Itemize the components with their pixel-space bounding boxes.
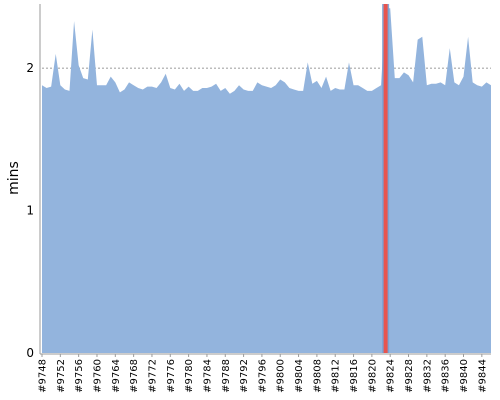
x-tick-label: #9816 xyxy=(349,359,360,393)
x-tick-label: #9796 xyxy=(257,359,268,393)
area-series xyxy=(42,8,491,354)
y-tick-label: 1 xyxy=(26,204,34,218)
x-tick-label: #9756 xyxy=(74,359,85,393)
build-marker-group xyxy=(382,4,390,353)
x-tick-label: #9768 xyxy=(129,359,140,393)
x-tick-label: #9776 xyxy=(166,359,177,393)
x-tick-label: #9772 xyxy=(147,359,158,393)
x-tick-label: #9844 xyxy=(477,359,488,393)
x-tick-label: #9808 xyxy=(312,359,323,393)
x-tick-label: #9780 xyxy=(184,359,195,393)
x-tick-label: #9836 xyxy=(441,359,452,393)
y-axis-label: mins xyxy=(6,161,22,195)
x-tick-label: #9828 xyxy=(404,359,415,393)
x-tick-label: #9752 xyxy=(56,359,67,393)
x-tick-labels: #9748 #9752 #9756 #9760 #9764 #9768 #9772 #9776… xyxy=(38,354,488,393)
x-tick-label: #9748 xyxy=(38,359,49,393)
x-tick-label: #9788 xyxy=(221,359,232,393)
x-tick-label: #9784 xyxy=(202,359,213,393)
x-tick-label: #9760 xyxy=(92,359,103,393)
marker-line xyxy=(383,4,388,353)
x-tick-label: #9832 xyxy=(422,359,433,393)
x-tick-label: #9800 xyxy=(276,359,287,393)
y-tick-label: 2 xyxy=(26,61,34,75)
y-tick-label: 0 xyxy=(26,346,34,360)
x-tick-label: #9764 xyxy=(111,359,122,393)
x-tick-label: #9820 xyxy=(367,359,378,393)
x-tick-label: #9804 xyxy=(294,359,305,393)
x-tick-label: #9812 xyxy=(331,359,342,393)
x-tick-label: #9840 xyxy=(459,359,470,393)
y-tick-labels: 0 1 2 xyxy=(26,61,34,360)
x-tick-label: #9792 xyxy=(239,359,250,393)
x-tick-label: #9824 xyxy=(386,359,397,393)
